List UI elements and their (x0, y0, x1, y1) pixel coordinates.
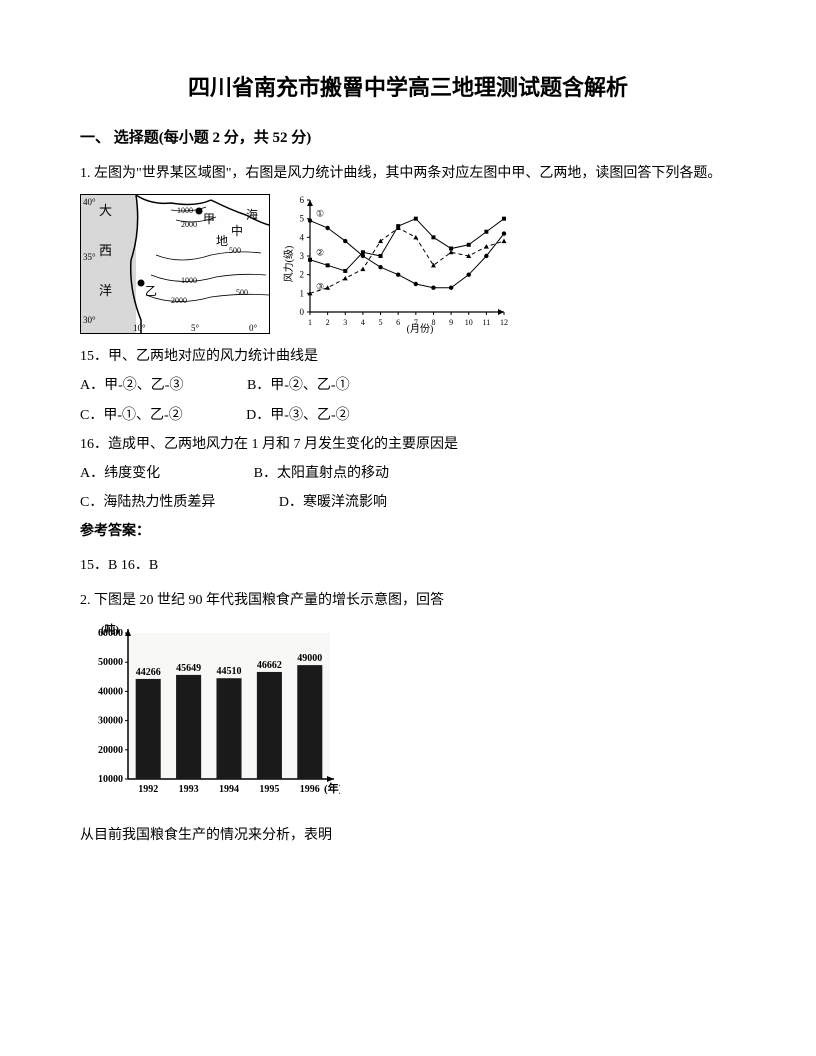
svg-text:5: 5 (379, 318, 383, 327)
q2-intro: 2. 下图是 20 世纪 90 年代我国粮食产量的增长示意图，回答 (80, 588, 736, 613)
svg-text:500: 500 (229, 246, 241, 255)
svg-text:2: 2 (326, 318, 330, 327)
svg-text:6: 6 (396, 318, 400, 327)
answers-value: 15．B 16．B (80, 558, 158, 573)
svg-text:4: 4 (361, 318, 365, 327)
svg-text:1992: 1992 (138, 784, 158, 795)
svg-text:2: 2 (300, 270, 305, 280)
svg-text:1995: 1995 (259, 784, 279, 795)
svg-text:3: 3 (343, 318, 347, 327)
svg-text:(吨): (吨) (101, 623, 120, 636)
q15-opt-a: A．甲-②、乙-③ (80, 373, 183, 398)
bar-chart-svg: 100002000030000400005000060000(吨)4426619… (80, 623, 340, 803)
section-header: 一、 选择题(每小题 2 分，共 52 分) (80, 126, 736, 147)
svg-text:3: 3 (300, 251, 305, 261)
q1-intro: 1. 左图为"世界某区域图"，右图是风力统计曲线，其中两条对应左图中甲、乙两地，… (80, 161, 736, 186)
svg-text:30000: 30000 (98, 715, 123, 726)
svg-text:10°: 10° (133, 323, 146, 333)
svg-text:500: 500 (236, 288, 248, 297)
answer-text: 15．B 16．B (80, 553, 736, 578)
svg-text:5: 5 (300, 214, 305, 224)
map-svg: 大 西 洋 海 中 地 甲 乙 1000 2000 500 1000 2000 … (81, 195, 269, 333)
svg-text:1: 1 (300, 289, 305, 299)
q16-opt-b: B．太阳直射点的移动 (254, 466, 389, 481)
q15-options-row1: A．甲-②、乙-③ B．甲-②、乙-① (80, 373, 736, 398)
svg-text:50000: 50000 (98, 657, 123, 668)
q16-options-row2: C．海陆热力性质差异 D．寒暖洋流影响 (80, 490, 736, 515)
q15-text: 15．甲、乙两地对应的风力统计曲线是 (80, 344, 736, 369)
svg-text:1996: 1996 (300, 784, 320, 795)
svg-text:5°: 5° (191, 323, 200, 333)
svg-text:海: 海 (246, 207, 258, 222)
wind-chart-svg: 0123456123456789101112(月份)风力(级)①②③ (280, 194, 510, 334)
svg-text:风力(级): 风力(级) (282, 246, 295, 283)
svg-text:中: 中 (231, 223, 243, 238)
svg-text:4: 4 (300, 233, 305, 243)
svg-text:1994: 1994 (219, 784, 239, 795)
svg-text:②: ② (316, 248, 324, 258)
svg-text:40000: 40000 (98, 686, 123, 697)
svg-text:44266: 44266 (136, 667, 161, 678)
q16-opt-d: D．寒暖洋流影响 (279, 495, 387, 510)
svg-text:30°: 30° (83, 315, 96, 325)
svg-text:0: 0 (300, 307, 305, 317)
svg-text:40°: 40° (83, 197, 96, 207)
svg-text:44510: 44510 (217, 666, 242, 677)
q15-options-row2: C．甲-①、乙-② D．甲-③、乙-② (80, 403, 736, 428)
svg-text:9: 9 (449, 318, 453, 327)
svg-text:大: 大 (99, 203, 112, 218)
svg-text:45649: 45649 (176, 663, 201, 674)
svg-text:11: 11 (483, 318, 491, 327)
svg-text:46662: 46662 (257, 660, 282, 671)
svg-text:洋: 洋 (99, 283, 112, 298)
svg-text:49000: 49000 (297, 653, 322, 664)
svg-text:③: ③ (316, 282, 324, 292)
q15-opt-b: B．甲-②、乙-① (247, 378, 350, 393)
svg-text:地: 地 (216, 234, 228, 248)
svg-text:①: ① (316, 209, 324, 219)
q16-opt-a: A．纬度变化 (80, 461, 160, 486)
q2-followup: 从目前我国粮食生产的情况来分析，表明 (80, 823, 736, 848)
svg-text:1000: 1000 (177, 206, 193, 215)
q16-opt-c: C．海陆热力性质差异 (80, 490, 215, 515)
svg-text:1000: 1000 (181, 276, 197, 285)
svg-text:2000: 2000 (171, 296, 187, 305)
svg-text:(月份): (月份) (407, 323, 434, 334)
q15-opt-c: C．甲-①、乙-② (80, 403, 183, 428)
q15-opt-d: D．甲-③、乙-② (246, 408, 349, 423)
svg-text:12: 12 (500, 318, 508, 327)
figures-row: 大 西 洋 海 中 地 甲 乙 1000 2000 500 1000 2000 … (80, 194, 736, 334)
svg-text:西: 西 (99, 243, 112, 258)
svg-text:10000: 10000 (98, 774, 123, 785)
wind-line-chart: 0123456123456789101112(月份)风力(级)①②③ (280, 194, 510, 334)
grain-bar-chart: 100002000030000400005000060000(吨)4426619… (80, 623, 340, 803)
map-figure: 大 西 洋 海 中 地 甲 乙 1000 2000 500 1000 2000 … (80, 194, 270, 334)
page-title: 四川省南充市搬罾中学高三地理测试题含解析 (80, 70, 736, 102)
svg-text:35°: 35° (83, 252, 96, 262)
svg-text:6: 6 (300, 195, 305, 205)
svg-text:甲: 甲 (203, 212, 215, 226)
svg-text:乙: 乙 (145, 284, 157, 298)
svg-text:0°: 0° (249, 323, 258, 333)
q16-options-row1: A．纬度变化 B．太阳直射点的移动 (80, 461, 736, 486)
svg-text:10: 10 (465, 318, 473, 327)
answer-label: 参考答案： (80, 519, 736, 544)
svg-text:2000: 2000 (181, 220, 197, 229)
q16-text: 16．造成甲、乙两地风力在 1 月和 7 月发生变化的主要原因是 (80, 432, 736, 457)
svg-text:20000: 20000 (98, 745, 123, 756)
svg-text:1993: 1993 (179, 784, 199, 795)
svg-text:(年): (年) (324, 781, 340, 795)
svg-text:1: 1 (308, 318, 312, 327)
